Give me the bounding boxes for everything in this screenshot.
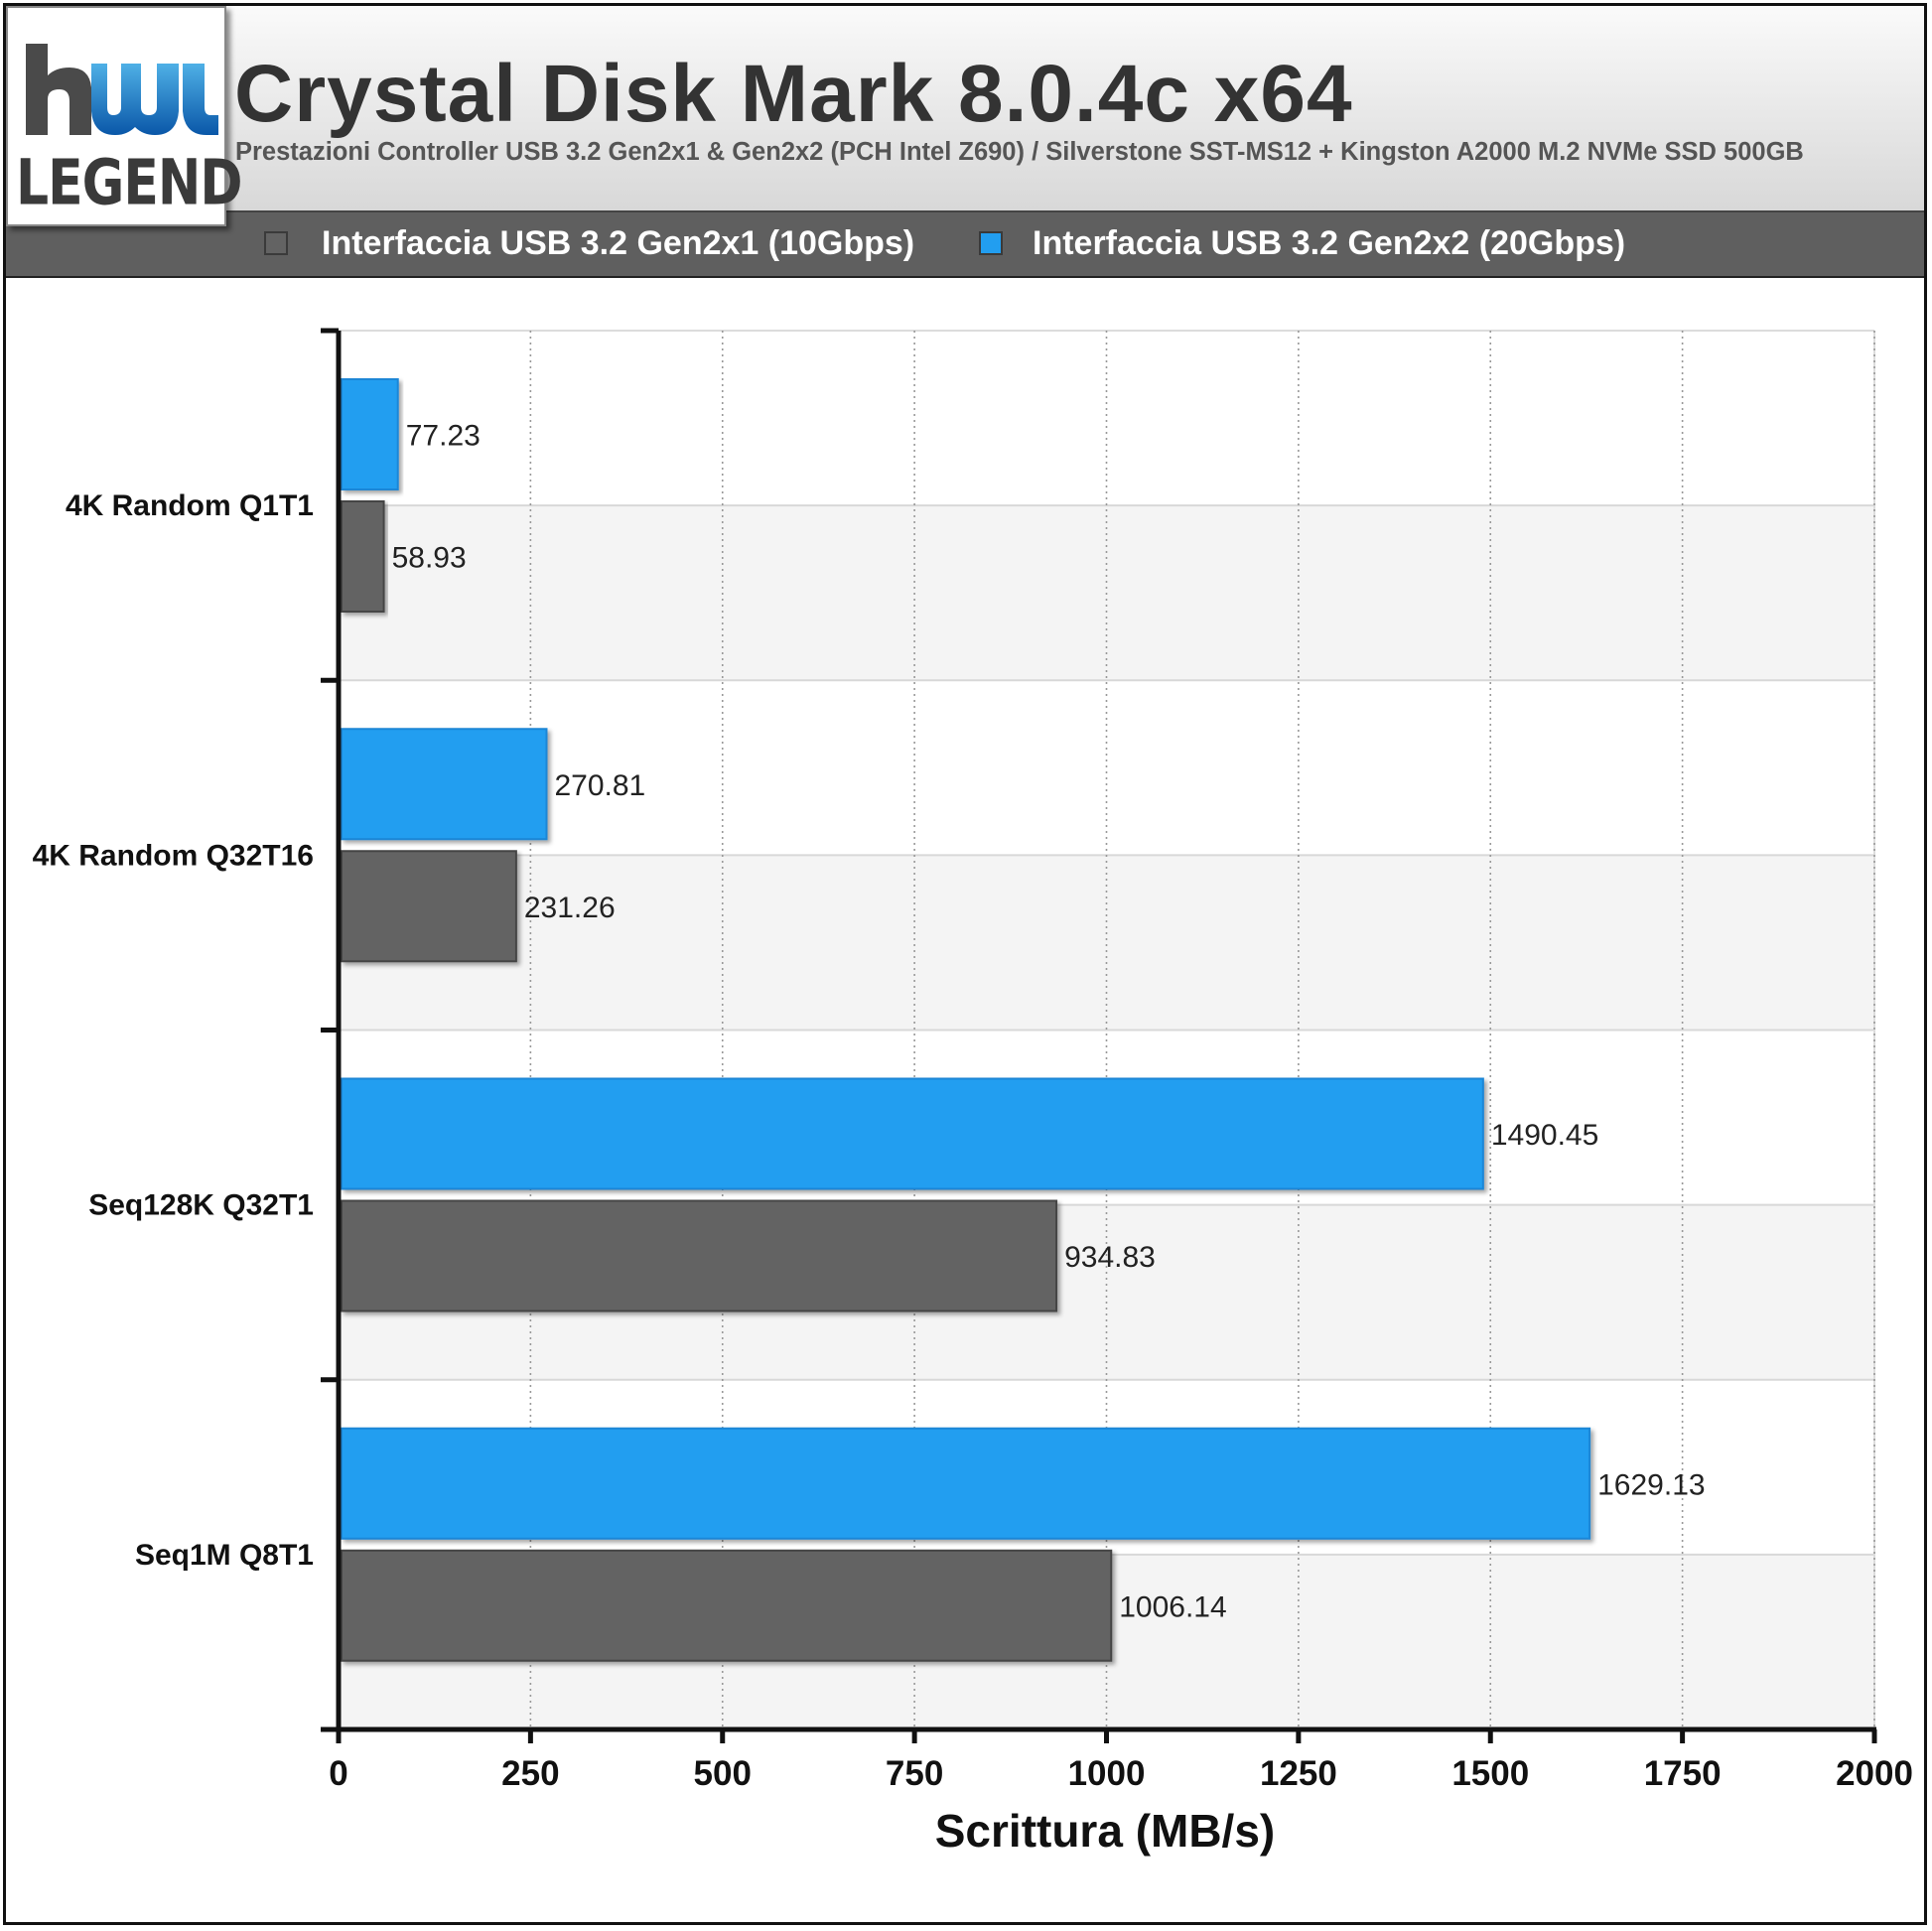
bar-gen2x2	[341, 1077, 1484, 1190]
x-tick-label: 1750	[1644, 1754, 1722, 1793]
bar-value-label-gen2x2: 270.81	[554, 769, 645, 802]
bar-value-label-gen2x2: 77.23	[406, 420, 481, 453]
chart-header: Crystal Disk Mark 8.0.4c x64 Prestazioni…	[6, 6, 1924, 212]
bar-gen2x1	[341, 850, 517, 963]
chart-title: Crystal Disk Mark 8.0.4c x64	[234, 49, 1353, 139]
legend-swatch-gen2x1	[264, 231, 288, 255]
bar-value-label-gen2x2: 1490.45	[1491, 1119, 1598, 1152]
bar-value-label-gen2x2: 1629.13	[1597, 1468, 1705, 1501]
logo-mark	[26, 44, 218, 135]
x-tick-label: 0	[329, 1754, 347, 1793]
category-label: 4K Random Q32T16	[33, 839, 314, 872]
bar-gen2x1	[341, 500, 385, 613]
bar-gen2x2	[341, 1427, 1591, 1540]
bar-gen2x1	[341, 1199, 1058, 1312]
x-tick-label: 2000	[1836, 1754, 1913, 1793]
bar-value-label-gen2x1: 1006.14	[1119, 1590, 1226, 1623]
legend-label-gen2x1: Interfaccia USB 3.2 Gen2x1 (10Gbps)	[322, 224, 915, 262]
bar-value-label-gen2x1: 231.26	[524, 892, 616, 924]
background-band	[339, 855, 1874, 1031]
x-tick-label: 500	[694, 1754, 752, 1793]
bar-gen2x1	[341, 1549, 1113, 1662]
x-tick-label: 750	[886, 1754, 943, 1793]
bar-gen2x2	[341, 378, 399, 490]
legend-swatch-gen2x2	[979, 231, 1003, 255]
x-tick-label: 1250	[1260, 1754, 1337, 1793]
logo-word: LEGEND	[16, 147, 243, 220]
category-label: Seq1M Q8T1	[135, 1539, 314, 1572]
x-tick-label: 1500	[1451, 1754, 1529, 1793]
category-label: 4K Random Q1T1	[66, 489, 314, 522]
x-axis-title: Scrittura (MB/s)	[935, 1805, 1275, 1857]
bar-value-label-gen2x1: 934.83	[1064, 1241, 1156, 1274]
chart-legend: Interfaccia USB 3.2 Gen2x1 (10Gbps) Inte…	[6, 212, 1924, 278]
bar-value-label-gen2x1: 58.93	[392, 542, 467, 575]
legend-label-gen2x2: Interfaccia USB 3.2 Gen2x2 (20Gbps)	[1033, 224, 1626, 262]
bar-gen2x2	[341, 728, 548, 841]
hwlegend-logo-icon: LEGEND	[6, 6, 243, 226]
x-tick-label: 250	[501, 1754, 559, 1793]
category-label: Seq128K Q32T1	[88, 1189, 314, 1222]
chart-subtitle: Prestazioni Controller USB 3.2 Gen2x1 & …	[235, 138, 1804, 166]
x-tick-label: 1000	[1068, 1754, 1146, 1793]
